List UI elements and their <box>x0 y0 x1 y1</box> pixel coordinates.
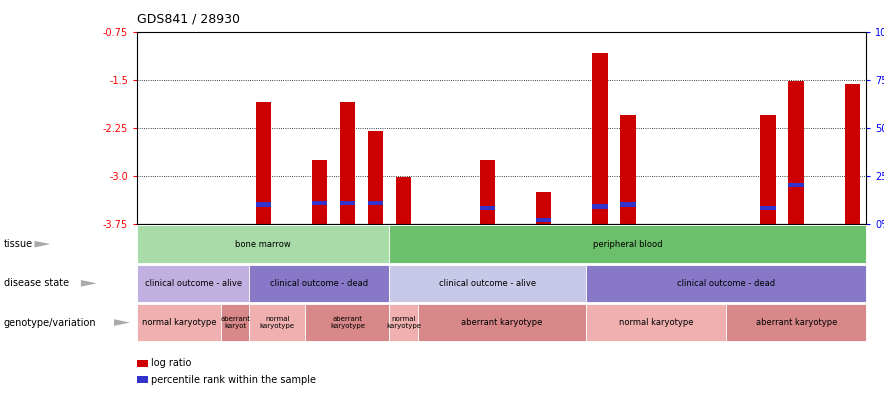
Text: clinical outcome - dead: clinical outcome - dead <box>271 279 369 288</box>
Bar <box>789 81 804 224</box>
Text: peripheral blood: peripheral blood <box>593 240 663 249</box>
Text: clinical outcome - dead: clinical outcome - dead <box>677 279 775 288</box>
Bar <box>255 102 271 224</box>
Bar <box>396 177 411 224</box>
Bar <box>760 206 776 211</box>
Bar <box>312 160 327 224</box>
Text: normal
karyotype: normal karyotype <box>386 316 421 329</box>
Bar <box>480 160 495 224</box>
Bar <box>339 200 355 205</box>
Bar <box>255 202 271 207</box>
Text: clinical outcome - alive: clinical outcome - alive <box>439 279 537 288</box>
Text: bone marrow: bone marrow <box>235 240 291 249</box>
Bar <box>592 53 607 224</box>
Text: normal
karyotype: normal karyotype <box>260 316 294 329</box>
Text: disease state: disease state <box>4 278 69 288</box>
Text: aberrant karyotype: aberrant karyotype <box>461 318 543 327</box>
Text: genotype/variation: genotype/variation <box>4 318 96 327</box>
Bar <box>789 183 804 187</box>
Text: normal karyotype: normal karyotype <box>619 318 693 327</box>
Bar <box>844 84 860 224</box>
Bar <box>592 204 607 209</box>
Text: aberrant
karyot: aberrant karyot <box>220 316 250 329</box>
Bar <box>621 115 636 224</box>
Text: GDS841 / 28930: GDS841 / 28930 <box>137 13 240 26</box>
Text: clinical outcome - alive: clinical outcome - alive <box>145 279 241 288</box>
Text: aberrant
karyotype: aberrant karyotype <box>330 316 365 329</box>
Text: percentile rank within the sample: percentile rank within the sample <box>151 375 316 385</box>
Bar <box>760 115 776 224</box>
Text: log ratio: log ratio <box>151 358 192 368</box>
Bar <box>536 218 552 222</box>
Bar <box>368 131 383 224</box>
Bar <box>312 200 327 205</box>
Bar <box>536 192 552 224</box>
Bar <box>480 206 495 211</box>
Bar <box>368 200 383 205</box>
Bar <box>339 102 355 224</box>
Text: tissue: tissue <box>4 239 33 249</box>
Text: aberrant karyotype: aberrant karyotype <box>756 318 837 327</box>
Text: normal karyotype: normal karyotype <box>141 318 217 327</box>
Bar <box>621 202 636 207</box>
